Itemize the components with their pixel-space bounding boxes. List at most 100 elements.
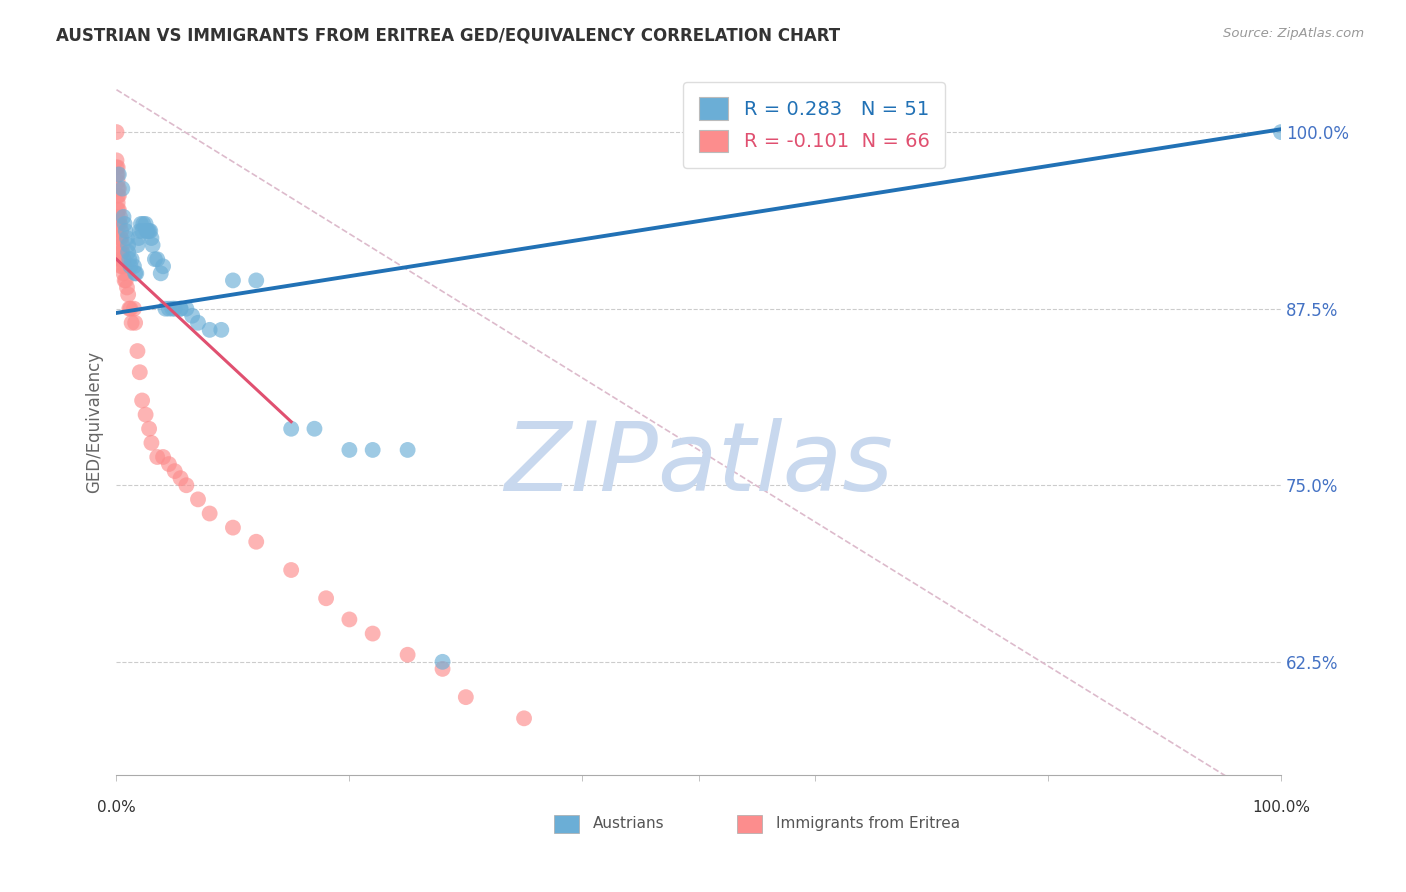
Point xyxy=(105,168,128,182)
Point xyxy=(117,245,139,260)
Point xyxy=(152,450,174,464)
Text: ZIPatlas: ZIPatlas xyxy=(505,417,893,510)
Point xyxy=(162,301,184,316)
Point xyxy=(198,507,221,521)
Point xyxy=(121,316,143,330)
Point xyxy=(280,422,302,436)
Point xyxy=(138,422,160,436)
Point xyxy=(107,168,129,182)
Point xyxy=(124,316,146,330)
Point xyxy=(107,175,129,189)
Point xyxy=(1270,125,1292,139)
Point xyxy=(108,252,131,267)
Point xyxy=(432,662,454,676)
Point xyxy=(108,217,131,231)
Point xyxy=(114,224,136,238)
Point xyxy=(361,626,384,640)
Point xyxy=(280,563,302,577)
Text: Immigrants from Eritrea: Immigrants from Eritrea xyxy=(776,816,960,831)
Point xyxy=(143,252,166,267)
Point xyxy=(337,442,360,457)
Point xyxy=(181,309,204,323)
Point xyxy=(122,260,145,274)
Point xyxy=(115,280,138,294)
Point xyxy=(117,238,139,252)
Point xyxy=(169,471,191,485)
Point xyxy=(128,224,150,238)
Point xyxy=(169,301,191,316)
Text: Austrians: Austrians xyxy=(593,816,665,831)
Point xyxy=(222,273,245,287)
Point xyxy=(142,238,165,252)
Point xyxy=(107,217,129,231)
Point xyxy=(169,301,191,316)
Point xyxy=(141,435,163,450)
Point xyxy=(108,231,131,245)
Point xyxy=(136,224,159,238)
Point xyxy=(114,273,136,287)
Point xyxy=(132,217,155,231)
Point xyxy=(176,301,198,316)
Point xyxy=(432,655,454,669)
Point xyxy=(114,217,136,231)
Point xyxy=(146,450,169,464)
Point xyxy=(128,231,150,245)
Point xyxy=(131,393,153,408)
Point xyxy=(118,252,141,267)
Point xyxy=(128,365,150,379)
Point xyxy=(125,266,148,280)
Point xyxy=(127,344,149,359)
Point xyxy=(107,181,129,195)
Point xyxy=(110,245,132,260)
Point xyxy=(105,161,128,175)
Point xyxy=(108,217,131,231)
Point xyxy=(108,188,131,202)
Point xyxy=(396,648,419,662)
Text: Source: ZipAtlas.com: Source: ZipAtlas.com xyxy=(1223,27,1364,40)
Point xyxy=(117,287,139,301)
Point xyxy=(141,231,163,245)
Point xyxy=(120,301,142,316)
Point xyxy=(105,125,128,139)
Point xyxy=(110,231,132,245)
Point xyxy=(112,252,135,267)
Point xyxy=(121,252,143,267)
Point xyxy=(245,534,267,549)
Point xyxy=(107,210,129,224)
Point xyxy=(107,202,129,217)
Point xyxy=(111,245,134,260)
Point xyxy=(454,690,477,705)
Point xyxy=(114,273,136,287)
Point xyxy=(111,260,134,274)
Point xyxy=(245,273,267,287)
Point xyxy=(108,168,131,182)
Text: 0.0%: 0.0% xyxy=(97,800,136,815)
Point xyxy=(108,231,131,245)
Point xyxy=(118,301,141,316)
Point xyxy=(124,266,146,280)
Point xyxy=(304,422,326,436)
Point xyxy=(138,224,160,238)
Point xyxy=(112,210,135,224)
Point xyxy=(513,711,536,725)
Point xyxy=(222,521,245,535)
Point xyxy=(187,316,209,330)
Point xyxy=(146,252,169,267)
Point xyxy=(152,260,174,274)
Point xyxy=(337,612,360,626)
Point xyxy=(209,323,232,337)
Point xyxy=(122,301,145,316)
Point xyxy=(198,323,221,337)
Point xyxy=(112,266,135,280)
Text: 100.0%: 100.0% xyxy=(1251,800,1310,815)
Legend: R = 0.283   N = 51, R = -0.101  N = 66: R = 0.283 N = 51, R = -0.101 N = 66 xyxy=(683,82,945,168)
Point xyxy=(131,224,153,238)
Point xyxy=(396,442,419,457)
Point xyxy=(127,238,149,252)
Point xyxy=(120,260,142,274)
Point xyxy=(108,202,131,217)
Point xyxy=(139,224,162,238)
Text: AUSTRIAN VS IMMIGRANTS FROM ERITREA GED/EQUIVALENCY CORRELATION CHART: AUSTRIAN VS IMMIGRANTS FROM ERITREA GED/… xyxy=(56,27,841,45)
Point xyxy=(163,464,186,478)
Point xyxy=(111,181,134,195)
